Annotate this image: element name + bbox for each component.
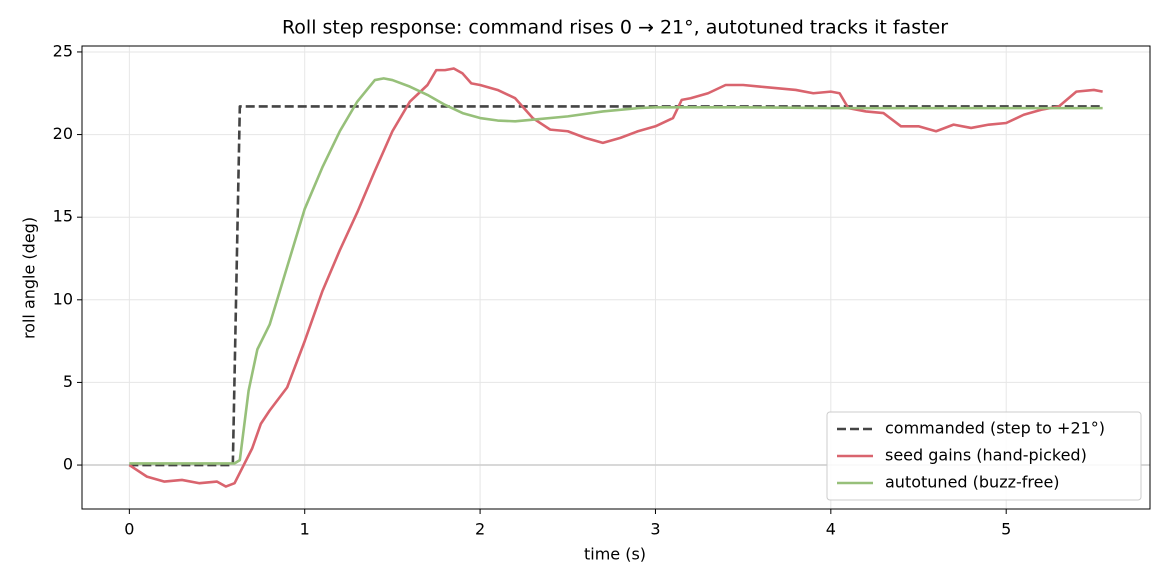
legend-label: seed gains (hand-picked) (885, 446, 1087, 465)
x-tick-label: 2 (475, 520, 485, 539)
y-tick-label: 25 (53, 41, 73, 60)
y-tick-label: 0 (63, 455, 73, 474)
chart-title: Roll step response: command rises 0 → 21… (282, 17, 948, 39)
x-tick-label: 4 (826, 520, 836, 539)
legend-label: autotuned (buzz-free) (885, 473, 1060, 492)
y-tick-label: 20 (53, 124, 73, 143)
y-tick-label: 5 (63, 372, 73, 391)
legend-box (826, 411, 1142, 501)
x-axis-label: time (s) (584, 545, 646, 564)
legend-label: commanded (step to +21°) (885, 419, 1105, 438)
x-tick-label: 0 (124, 520, 134, 539)
x-tick-label: 1 (300, 520, 310, 539)
plot-frame (81, 45, 1151, 510)
legend: commanded (step to +21°) seed gains (hand… (826, 411, 1142, 501)
series-line (129, 105, 1103, 467)
y-tick-label: 15 (53, 207, 73, 226)
y-axis-label: roll angle (deg) (20, 217, 39, 339)
x-tick-label: 3 (650, 520, 660, 539)
series-line (129, 77, 1103, 465)
x-tick-label: 5 (1001, 520, 1011, 539)
series-line (128, 67, 1103, 488)
y-tick-label: 10 (53, 289, 73, 308)
